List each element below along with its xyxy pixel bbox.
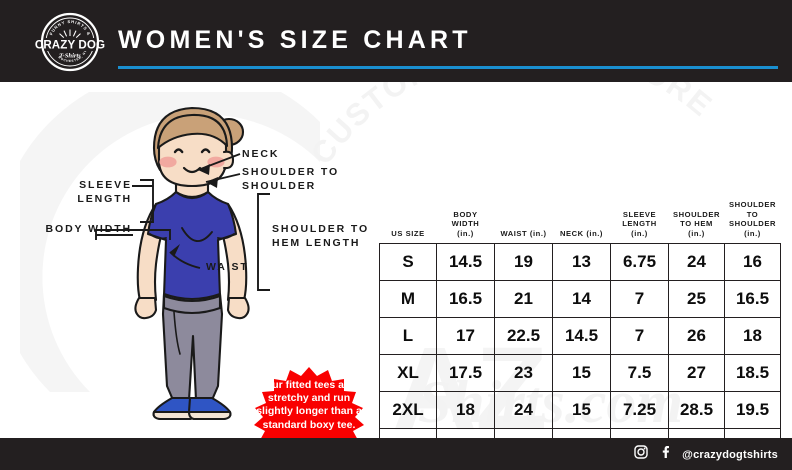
main-content: SLEEVE LENGTH BODY WIDTH NECK SHOULDER T… <box>0 82 792 470</box>
callout-neck: NECK <box>242 148 280 160</box>
cell-shoulder-to-hem: 24 <box>668 243 725 282</box>
cell-shoulder-to-shoulder: 19.5 <box>724 391 781 430</box>
cell-body-width: 17.5 <box>436 354 495 393</box>
cell-waist: 24 <box>494 391 553 430</box>
cell-size: M <box>379 280 437 319</box>
svg-text:CRAZY DOG: CRAZY DOG <box>35 39 105 52</box>
header-bar: FUNNY SHIRTS & MORE ROCHESTER, NY CRAZY … <box>0 0 792 82</box>
hdr-line: WAIST (in.) <box>500 228 547 238</box>
cell-shoulder-to-hem: 26 <box>668 317 725 356</box>
cell-body-width: 14.5 <box>436 243 495 282</box>
page-title: WOMEN'S SIZE CHART <box>118 26 472 54</box>
table-row: L 17 22.5 14.5 7 26 18 <box>379 317 781 356</box>
crazy-dog-logo[interactable]: FUNNY SHIRTS & MORE ROCHESTER, NY CRAZY … <box>24 12 116 72</box>
cell-size: XL <box>379 354 437 393</box>
cell-waist: 22.5 <box>494 317 553 356</box>
cell-sleeve-length: 7 <box>610 317 669 356</box>
hdr-line: SHOULDER <box>728 219 776 229</box>
cell-shoulder-to-hem: 27 <box>668 354 725 393</box>
cell-neck: 13 <box>552 243 611 282</box>
hdr-line: SHOULDER TO <box>728 200 776 219</box>
hdr-line: SHOULDER <box>672 209 720 219</box>
cell-neck: 15 <box>552 354 611 393</box>
cell-sleeve-length: 7.25 <box>610 391 669 430</box>
col-header-shoulder-to-hem: SHOULDER TO HEM (in.) <box>669 200 725 244</box>
table-row: 2XL 18 24 15 7.25 28.5 19.5 <box>379 391 781 430</box>
fit-note-text: Our fitted tees are stretchy and run sli… <box>256 379 362 431</box>
cell-waist: 23 <box>494 354 553 393</box>
size-table: US SIZE BODY WIDTH (in.) WAIST (in.) NEC… <box>379 200 781 467</box>
cell-shoulder-to-shoulder: 16.5 <box>724 280 781 319</box>
cell-size: 2XL <box>379 391 437 430</box>
hdr-line: BODY <box>453 209 478 219</box>
cell-neck: 14 <box>552 280 611 319</box>
cell-neck: 14.5 <box>552 317 611 356</box>
cell-waist: 21 <box>494 280 553 319</box>
hdr-line: NECK (in.) <box>559 228 604 238</box>
callout-sleeve-length: SLEEVE LENGTH <box>77 179 132 205</box>
hdr-line: (in.) <box>631 228 648 238</box>
cell-sleeve-length: 6.75 <box>610 243 669 282</box>
svg-text:T-Shirts: T-Shirts <box>59 53 81 60</box>
size-table-body: S 14.5 19 13 6.75 24 16 M 16.5 21 14 7 <box>379 243 781 467</box>
cell-shoulder-to-shoulder: 18.5 <box>724 354 781 393</box>
cell-shoulder-to-hem: 25 <box>668 280 725 319</box>
social-links: @crazydogtshirts <box>634 445 778 464</box>
table-row: XL 17.5 23 15 7.5 27 18.5 <box>379 354 781 393</box>
cell-sleeve-length: 7 <box>610 280 669 319</box>
callout-body-width: BODY WIDTH <box>45 223 132 235</box>
cell-body-width: 17 <box>436 317 495 356</box>
social-handle[interactable]: @crazydogtshirts <box>682 448 778 461</box>
col-header-sleeve-length: SLEEVE LENGTH (in.) <box>611 200 669 244</box>
hdr-line: WIDTH <box>451 219 480 229</box>
cell-shoulder-to-hem: 28.5 <box>668 391 725 430</box>
cell-size: L <box>379 317 437 356</box>
col-header-us-size: US SIZE <box>380 200 437 244</box>
col-header-waist: WAIST (in.) <box>495 200 553 244</box>
cell-waist: 19 <box>494 243 553 282</box>
hdr-line: US SIZE <box>391 228 425 238</box>
cell-size: S <box>379 243 437 282</box>
table-row: S 14.5 19 13 6.75 24 16 <box>379 243 781 282</box>
callout-shoulder-to-shoulder: SHOULDER TO SHOULDER <box>242 166 340 192</box>
col-header-shoulder-to-shoulder: SHOULDER TO SHOULDER (in.) <box>725 200 781 244</box>
cell-neck: 15 <box>552 391 611 430</box>
title-underline <box>118 66 778 69</box>
instagram-icon[interactable] <box>634 445 648 464</box>
size-table-container: US SIZE BODY WIDTH (in.) WAIST (in.) NEC… <box>379 200 781 467</box>
cell-body-width: 16.5 <box>436 280 495 319</box>
cell-shoulder-to-shoulder: 18 <box>724 317 781 356</box>
hdr-line: TO HEM <box>680 219 713 229</box>
cell-sleeve-length: 7.5 <box>610 354 669 393</box>
callout-shoulder-to-hem: SHOULDER TO HEM LENGTH <box>272 223 370 249</box>
table-row: M 16.5 21 14 7 25 16.5 <box>379 280 781 319</box>
hdr-line: SLEEVE <box>622 209 657 219</box>
col-header-body-width: BODY WIDTH (in.) <box>437 200 495 244</box>
col-header-neck: NECK (in.) <box>553 200 611 244</box>
hdr-line: LENGTH <box>622 219 657 229</box>
hdr-line: (in.) <box>744 228 761 238</box>
hdr-line: (in.) <box>688 228 705 238</box>
footer-bar: @crazydogtshirts <box>0 438 792 470</box>
cell-shoulder-to-shoulder: 16 <box>724 243 781 282</box>
callout-waist: WAIST <box>206 261 249 273</box>
facebook-icon[interactable] <box>658 445 672 464</box>
hdr-line: (in.) <box>457 228 474 238</box>
table-header-row: US SIZE BODY WIDTH (in.) WAIST (in.) NEC… <box>380 200 781 244</box>
cell-body-width: 18 <box>436 391 495 430</box>
